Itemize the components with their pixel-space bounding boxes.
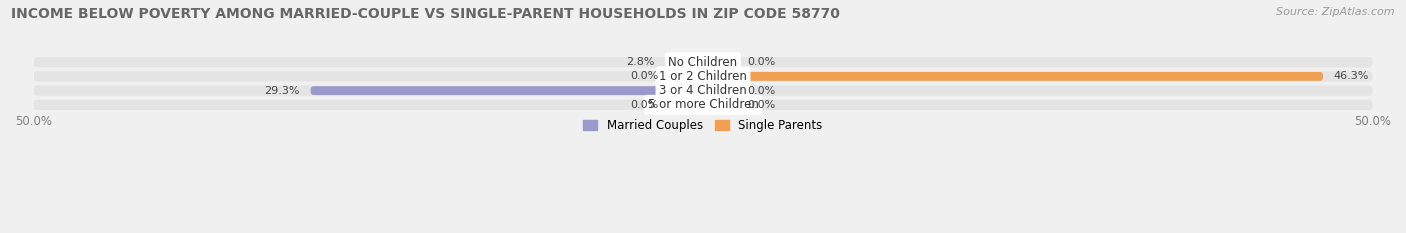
Text: 2.8%: 2.8%	[626, 57, 655, 67]
Text: 5 or more Children: 5 or more Children	[648, 98, 758, 111]
FancyBboxPatch shape	[703, 100, 737, 109]
FancyBboxPatch shape	[34, 86, 1372, 96]
FancyBboxPatch shape	[34, 100, 1372, 110]
FancyBboxPatch shape	[703, 58, 737, 67]
Text: 0.0%: 0.0%	[747, 86, 776, 96]
Legend: Married Couples, Single Parents: Married Couples, Single Parents	[579, 115, 827, 137]
Text: Source: ZipAtlas.com: Source: ZipAtlas.com	[1277, 7, 1395, 17]
FancyBboxPatch shape	[34, 57, 1372, 67]
Text: 1 or 2 Children: 1 or 2 Children	[659, 70, 747, 83]
FancyBboxPatch shape	[703, 86, 737, 95]
Text: 0.0%: 0.0%	[747, 57, 776, 67]
FancyBboxPatch shape	[703, 72, 1323, 81]
Text: 29.3%: 29.3%	[264, 86, 299, 96]
FancyBboxPatch shape	[34, 71, 1372, 82]
FancyBboxPatch shape	[665, 58, 703, 67]
Text: 0.0%: 0.0%	[630, 72, 659, 82]
Text: 0.0%: 0.0%	[747, 100, 776, 110]
Text: No Children: No Children	[668, 56, 738, 69]
FancyBboxPatch shape	[311, 86, 703, 95]
Text: 46.3%: 46.3%	[1334, 72, 1369, 82]
FancyBboxPatch shape	[669, 100, 703, 109]
Text: 0.0%: 0.0%	[630, 100, 659, 110]
Text: 3 or 4 Children: 3 or 4 Children	[659, 84, 747, 97]
FancyBboxPatch shape	[669, 72, 703, 81]
Text: INCOME BELOW POVERTY AMONG MARRIED-COUPLE VS SINGLE-PARENT HOUSEHOLDS IN ZIP COD: INCOME BELOW POVERTY AMONG MARRIED-COUPL…	[11, 7, 841, 21]
